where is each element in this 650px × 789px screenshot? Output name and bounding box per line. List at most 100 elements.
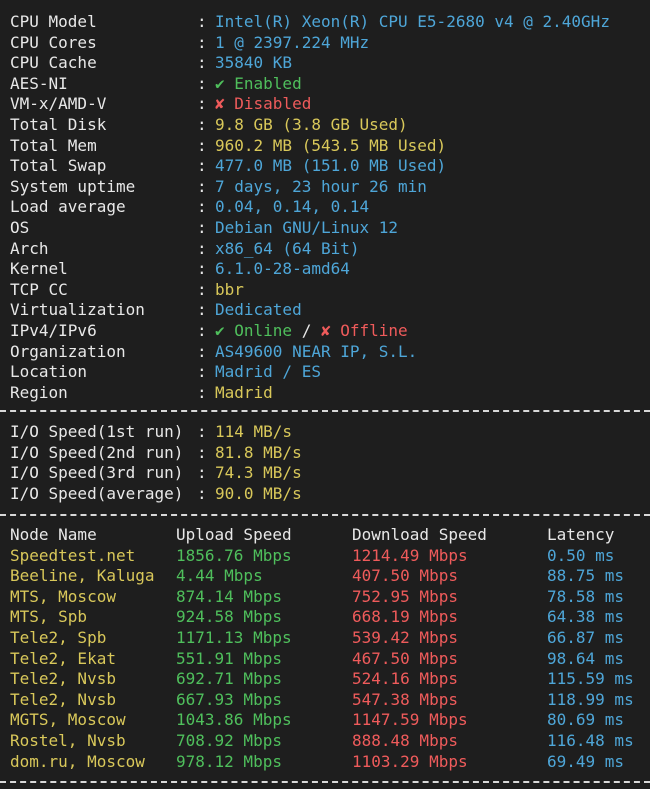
sysinfo-value: bbr (215, 279, 244, 299)
sysinfo-label: Total Disk (10, 115, 107, 134)
io-colon: : (197, 463, 207, 483)
io-value: 90.0 MB/s (215, 483, 302, 503)
node-name: Speedtest.net (10, 545, 136, 565)
sysinfo-label: TCP CC (10, 279, 68, 299)
io-value: 114 MB/s (215, 422, 293, 441)
io-label: I/O Speed(3rd run) (10, 463, 184, 483)
io-row: I/O Speed(average):90.0 MB/s (0, 484, 650, 504)
sysinfo-value: 1 @ 2397.224 MHz (215, 32, 370, 52)
io-value: 74.3 MB/s (215, 463, 302, 483)
sysinfo-value: AS49600 NEAR IP, S.L. (215, 341, 418, 361)
sysinfo-colon: : (197, 259, 207, 279)
sysinfo-label: CPU Cache (10, 53, 97, 73)
sysinfo-value: 477.0 MB (151.0 MB Used) (215, 156, 447, 176)
io-label: I/O Speed(average) (10, 483, 184, 503)
speedtest-row: MGTS, Moscow 1043.86 Mbps 1147.59 Mbps 80.6… (0, 710, 650, 730)
sysinfo-row: VM-x/AMD-V: ✘ Disabled (0, 94, 650, 114)
sysinfo-row: Region: Madrid (0, 383, 650, 403)
sysinfo-row: AES-NI: ✔ Enabled (0, 74, 650, 94)
sysinfo-value: 35840 KB (215, 53, 293, 73)
node-name: MGTS, Moscow (10, 710, 126, 730)
io-row: I/O Speed(3rd run):74.3 MB/s (0, 463, 650, 483)
sysinfo-row: System uptime:7 days, 23 hour 26 min (0, 177, 650, 197)
sysinfo-value: ✔ Online / ✘ Offline (215, 321, 408, 341)
sysinfo-label: Total Swap (10, 156, 107, 176)
sysinfo-label: Arch (10, 238, 49, 258)
sysinfo-value: Intel(R) Xeon(R) CPU E5-2680 v4 @ 2.40GH… (215, 12, 610, 31)
io-colon: : (197, 442, 207, 462)
download-speed: 524.16 Mbps (352, 669, 458, 689)
sysinfo-row: Arch: x86_64 (64 Bit) (0, 239, 650, 259)
speedtest-row: Tele2, Spb 1171.13 Mbps 539.42 Mbps 66.87 m… (0, 628, 650, 648)
upload-speed: 1171.13 Mbps (176, 628, 292, 647)
sysinfo-label: IPv4/IPv6 (10, 321, 97, 340)
upload-speed: 978.12 Mbps (176, 751, 282, 771)
sysinfo-label: Region (10, 382, 68, 402)
speedtest-row: Rostel, Nvsb 708.92 Mbps 888.48 Mbps 116.48… (0, 731, 650, 751)
sysinfo-row: Organization: AS49600 NEAR IP, S.L. (0, 342, 650, 362)
node-name: MTS, Moscow (10, 586, 116, 606)
sysinfo-colon: : (197, 218, 207, 237)
sysinfo-colon: : (197, 94, 207, 114)
sysinfo-colon: : (197, 382, 207, 402)
sysinfo-label: Virtualization (10, 300, 145, 320)
sysinfo-row: CPU Cores:1 @ 2397.224 MHz (0, 33, 650, 53)
sysinfo-row: OS: Debian GNU/Linux 12 (0, 218, 650, 238)
node-name: MTS, Spb (10, 607, 88, 627)
node-name: Rostel, Nvsb (10, 731, 126, 750)
separator-line (0, 781, 650, 783)
upload-speed: 667.93 Mbps (176, 689, 282, 709)
sysinfo-colon: : (197, 362, 207, 382)
sysinfo-label: Location (10, 362, 88, 382)
sysinfo-colon: : (197, 300, 207, 320)
io-colon: : (197, 422, 207, 441)
latency: 98.64 ms (547, 648, 625, 668)
sysinfo-value: 960.2 MB (543.5 MB Used) (215, 135, 447, 155)
sysinfo-value: ✘ Disabled (215, 94, 312, 114)
speedtest-header: Node Name Upload Speed Download Speed Laten… (0, 525, 650, 545)
sysinfo-colon: : (197, 321, 207, 340)
sysinfo-row: Location: Madrid / ES (0, 362, 650, 382)
node-name: Tele2, Spb (10, 628, 107, 647)
sysinfo-value: ✔ Enabled (215, 73, 302, 93)
download-speed: 547.38 Mbps (352, 689, 458, 709)
node-name: Tele2, Nvsb (10, 689, 116, 709)
sysinfo-value: 0.04, 0.14, 0.14 (215, 197, 370, 217)
speedtest-row: dom.ru, Moscow 978.12 Mbps 1103.29 Mbps 69.… (0, 752, 650, 772)
io-row: I/O Speed(2nd run):81.8 MB/s (0, 443, 650, 463)
download-speed: 467.50 Mbps (352, 648, 458, 668)
sysinfo-colon: : (197, 73, 207, 93)
sysinfo-label: AES-NI (10, 73, 68, 93)
node-name: Beeline, Kaluga (10, 566, 155, 586)
upload-speed: 692.71 Mbps (176, 669, 282, 689)
speedtest-row: Tele2, Nvsb 692.71 Mbps 524.16 Mbps 115.59 … (0, 669, 650, 689)
sysinfo-value: Debian GNU/Linux 12 (215, 218, 399, 237)
sysinfo-row: Kernel:6.1.0-28-amd64 (0, 259, 650, 279)
speedtest-row: MTS, Moscow 874.14 Mbps 752.95 Mbps 78.58 m… (0, 587, 650, 607)
sysinfo-colon: : (197, 279, 207, 299)
sysinfo-label: CPU Cores (10, 32, 97, 52)
download-speed: 888.48 Mbps (352, 731, 458, 750)
sysinfo-value: Madrid (215, 382, 273, 402)
io-value: 81.8 MB/s (215, 442, 302, 462)
node-name: Tele2, Ekat (10, 648, 116, 668)
upload-speed: 708.92 Mbps (176, 731, 282, 750)
download-speed: 1214.49 Mbps (352, 545, 468, 565)
sysinfo-label: VM-x/AMD-V (10, 94, 107, 114)
speedtest-row: Tele2, Ekat 551.91 Mbps 467.50 Mbps 98.64 m… (0, 649, 650, 669)
download-speed: 1147.59 Mbps (352, 710, 468, 730)
sysinfo-colon: : (197, 156, 207, 176)
latency: 0.50 ms (547, 545, 615, 565)
sysinfo-label: Total Mem (10, 135, 97, 155)
io-label: I/O Speed(2nd run) (10, 442, 184, 462)
latency: 118.99 ms (547, 689, 634, 709)
header-upload-speed: Upload Speed (176, 525, 292, 544)
sysinfo-colon: : (197, 115, 207, 134)
sysinfo-value: 6.1.0-28-amd64 (215, 259, 350, 279)
sysinfo-label: Kernel (10, 259, 68, 279)
sysinfo-value: Madrid / ES (215, 362, 321, 382)
download-speed: 407.50 Mbps (352, 566, 458, 586)
upload-speed: 924.58 Mbps (176, 607, 282, 627)
header-download-speed: Download Speed (352, 525, 487, 544)
